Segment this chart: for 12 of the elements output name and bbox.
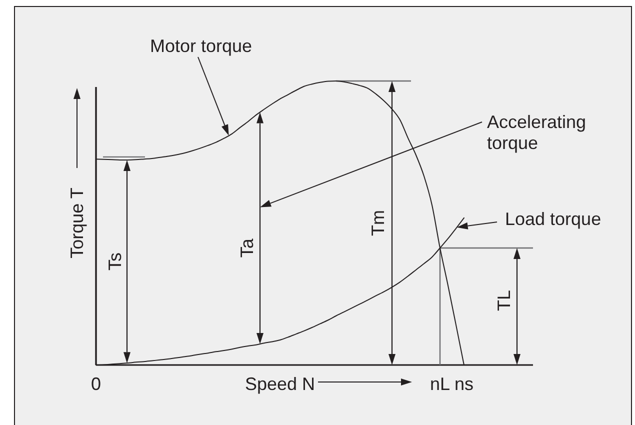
text: TL xyxy=(494,290,514,312)
x-tick-label: nL xyxy=(430,374,450,394)
text: Accelerating torque xyxy=(487,112,586,153)
annotation: Tm xyxy=(368,210,388,236)
text: Motor torque xyxy=(150,36,252,56)
x-axis-title: Speed N xyxy=(244,374,316,394)
legend-label: Load torque xyxy=(505,209,602,229)
annotation: Ta xyxy=(237,238,257,258)
x-tick-label: ns xyxy=(454,374,474,394)
x-tick-label: 0 xyxy=(90,374,102,394)
annotation: Ts xyxy=(105,252,125,271)
y-axis-title: Torque T xyxy=(67,188,87,258)
